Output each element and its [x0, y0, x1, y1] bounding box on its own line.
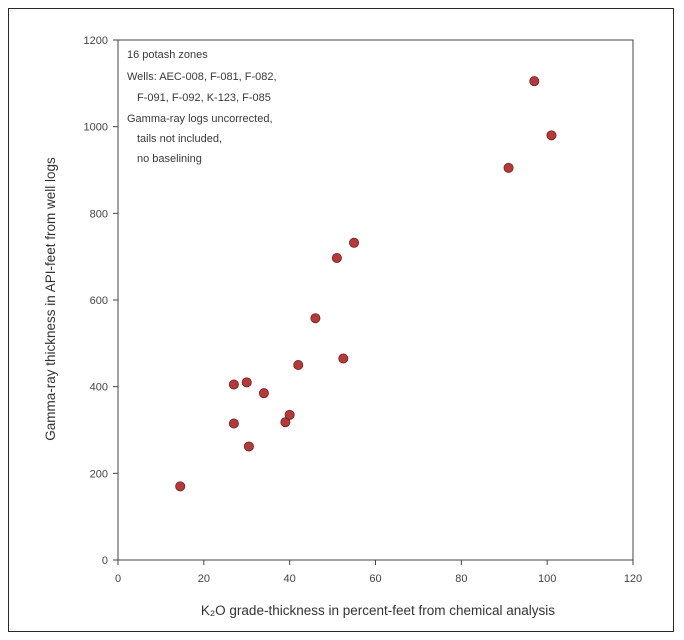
y-tick-label: 0	[102, 555, 108, 567]
y-tick-label: 1000	[84, 122, 108, 134]
tick-marks	[113, 39, 634, 565]
data-point	[503, 162, 514, 173]
data-point	[338, 353, 349, 364]
note-line-4: Gamma-ray logs uncorrected,	[127, 113, 273, 125]
x-tick-label: 0	[115, 573, 121, 585]
data-point	[529, 76, 540, 87]
note-line-2: Wells: AEC-008, F-081, F-082,	[127, 71, 277, 83]
data-point	[241, 377, 252, 388]
note-line-5: tails not included,	[137, 133, 222, 145]
y-tick-label: 600	[90, 295, 108, 307]
y-axis-title: Gamma-ray thickness in API-feet from wel…	[43, 157, 58, 441]
data-point	[349, 237, 360, 248]
x-tick-label: 100	[538, 573, 556, 585]
figure-frame	[8, 8, 674, 632]
data-point	[175, 481, 186, 492]
x-axis-title: K₂O grade-thickness in percent-feet from…	[201, 603, 555, 618]
x-tick-label: 120	[624, 573, 642, 585]
x-tick-label: 60	[369, 573, 381, 585]
y-tick-label: 400	[90, 382, 108, 394]
note-line-6: no baselining	[137, 153, 202, 165]
x-tick-label: 80	[455, 573, 467, 585]
data-point	[284, 409, 295, 420]
data-point	[293, 359, 304, 370]
x-tick-label: 40	[284, 573, 296, 585]
data-point	[310, 313, 321, 324]
data-point	[258, 388, 269, 399]
x-tick-label: 20	[198, 573, 210, 585]
data-point	[546, 130, 557, 141]
data-points	[175, 76, 557, 492]
annotation-note: 16 potash zones Wells: AEC-008, F-081, F…	[127, 49, 277, 165]
y-tick-label: 800	[90, 208, 108, 220]
data-point	[243, 441, 254, 452]
note-line-1: 16 potash zones	[127, 49, 208, 61]
note-line-3: F-091, F-092, K-123, F-085	[137, 92, 271, 104]
data-point	[228, 379, 239, 390]
y-tick-label: 1200	[84, 35, 108, 47]
data-point	[228, 418, 239, 429]
y-tick-label: 200	[90, 468, 108, 480]
data-point	[331, 252, 342, 263]
data-point	[280, 417, 291, 428]
